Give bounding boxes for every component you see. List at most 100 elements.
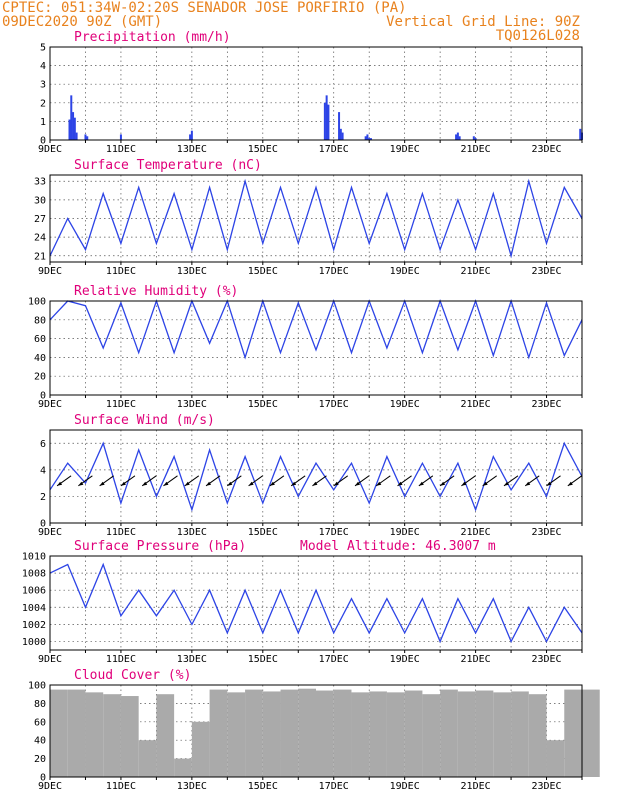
wind-arrow-head [418,481,424,486]
rh-ytick: 100 [28,297,46,308]
cloud-bar [280,689,299,777]
wind-arrow-head [546,481,552,486]
precip-bar [474,138,477,140]
temp-ytick: 24 [34,233,46,244]
wind-arrow-head [397,481,403,486]
wind-xtick: 13DEC [177,527,207,538]
pressure-ytick: 1008 [22,569,46,580]
cloud-bar [475,690,494,777]
cloud-bar [528,694,547,777]
temp-xtick: 9DEC [38,266,62,277]
precip-xtick: 11DEC [106,144,136,155]
cloud-xtick: 15DEC [248,781,278,792]
temp-line [49,178,583,259]
precip-bar [323,102,326,140]
cloud-bar [174,758,192,777]
cloud-bar [298,688,316,777]
pressure-xtick: 21DEC [461,654,491,665]
wind-arrow-head [227,481,233,486]
cloud-xtick: 9DEC [38,781,62,792]
cloud-bar [120,696,139,777]
temp-xtick: 21DEC [461,266,491,277]
precip-ytick: 2 [40,98,46,109]
temp-frame [49,174,583,263]
wind-arrow-head [99,481,105,486]
pressure-altitude: Model Altitude: 46.3007 m [300,539,496,554]
wind-arrow-head [120,481,126,486]
rh-ytick: 0 [40,391,46,402]
rh-xtick: 19DEC [390,399,420,410]
precip-title: Precipitation (mm/h) [74,30,231,45]
precip-bar [369,138,372,140]
wind-arrow-head [291,481,297,486]
wind-arrow-head [333,481,339,486]
pressure-xtick: 17DEC [319,654,349,665]
cloud-bar [564,689,582,777]
precip-bar [338,112,341,140]
temp-ytick: 30 [34,195,46,206]
cloud-bar [404,690,423,777]
cloud-xtick: 19DEC [390,781,420,792]
precip-xtick: 15DEC [248,144,278,155]
wind-frame [49,429,583,524]
precip-xtick: 13DEC [177,144,207,155]
cloud-bar [582,689,600,777]
temp-ytick: 33 [34,177,46,188]
wind-xtick: 23DEC [531,527,561,538]
pressure-ytick: 1002 [22,620,46,631]
wind-ytick: 4 [40,465,46,476]
wind-xtick: 15DEC [248,527,278,538]
temp-xtick: 19DEC [390,266,420,277]
precip-ytick: 5 [40,43,46,54]
pressure-ytick: 1004 [22,603,46,614]
wind-arrow-head [461,481,467,486]
precip-ytick: 1 [40,117,46,128]
precip-bar [86,136,89,140]
pressure-xtick: 19DEC [390,654,420,665]
cloud-bar [440,689,458,777]
precip-bar [325,95,328,140]
precip-ytick: 0 [40,136,46,147]
cloud-bar [191,721,210,777]
wind-arrow-head [269,481,275,486]
pressure-frame [49,555,583,651]
cloud-bar [245,689,263,777]
pressure-ytick: 1000 [22,637,46,648]
precip-bar [327,104,330,140]
cloud-ytick: 80 [34,699,46,710]
cloud-bar [209,689,228,777]
pressure-title: Surface Pressure (hPa) [74,539,246,554]
temp-ytick: 21 [34,251,46,262]
precip-bar [339,128,342,140]
precip-bar [368,138,371,140]
rh-frame [49,300,583,396]
wind-arrow-head [567,481,573,486]
cloud-bar [50,689,68,777]
temp-title: Surface Temperature (nC) [74,158,262,173]
cloud-bar [333,689,352,777]
wind-ytick: 6 [40,439,46,450]
pressure-xtick: 23DEC [531,654,561,665]
precip-bar [456,132,459,140]
wind-arrow-head [482,481,488,486]
temp-xtick: 23DEC [531,266,561,277]
pressure-xtick: 15DEC [248,654,278,665]
precip-bar [70,95,73,140]
rh-ytick: 40 [34,353,46,364]
cloud-bar [103,694,121,777]
cloud-bar [511,691,529,777]
precip-bar [455,134,458,140]
cloud-bar [457,691,476,777]
cloud-ytick: 60 [34,717,46,728]
rh-xtick: 17DEC [319,399,349,410]
wind-xtick: 17DEC [319,527,349,538]
cloud-frame [49,684,583,778]
wind-arrow-head [163,481,169,486]
rh-title: Relative Humidity (%) [74,284,238,299]
rh-xtick: 21DEC [461,399,491,410]
pressure-xtick: 9DEC [38,654,62,665]
precip-frame [49,46,583,141]
wind-arrow-head [142,481,148,486]
temp-xtick: 17DEC [319,266,349,277]
cloud-bar [227,692,246,777]
